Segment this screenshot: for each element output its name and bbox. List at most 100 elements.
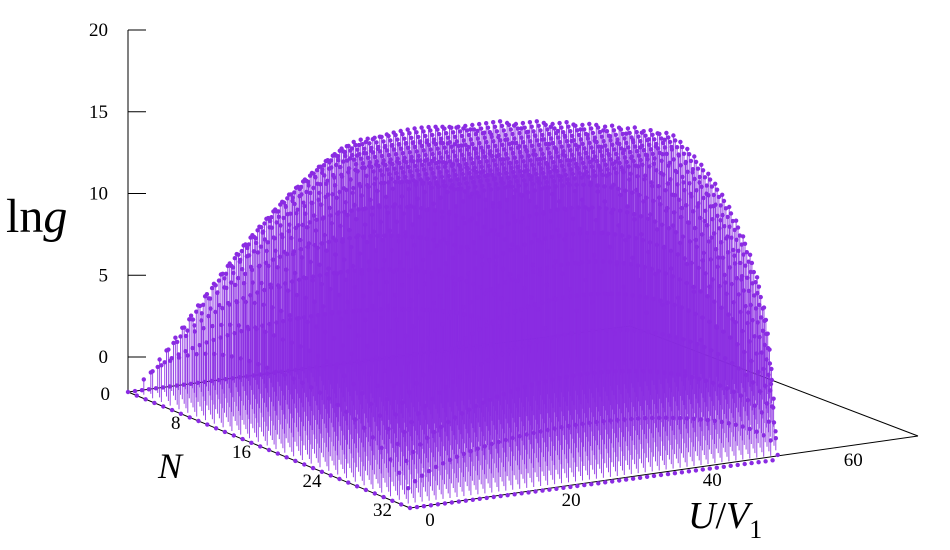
data-point: [415, 289, 421, 295]
data-point: [775, 452, 780, 458]
data-point: [377, 291, 382, 296]
data-point: [535, 307, 541, 312]
data-point: [303, 211, 308, 216]
data-point: [187, 415, 192, 420]
data-point: [426, 228, 431, 233]
data-point: [539, 186, 544, 192]
data-point: [492, 177, 497, 182]
data-point: [393, 292, 398, 298]
data-point: [449, 125, 454, 130]
data-point: [346, 143, 351, 149]
data-point: [693, 237, 698, 243]
data-point: [459, 245, 464, 250]
data-point: [361, 425, 367, 431]
impulse-points: [125, 119, 780, 511]
data-point: [508, 127, 513, 132]
data-point: [374, 159, 380, 164]
data-point: [328, 473, 333, 478]
data-point: [475, 295, 480, 300]
data-point: [328, 213, 333, 218]
data-point: [679, 205, 684, 211]
data-point: [349, 208, 354, 213]
data-point: [391, 269, 396, 274]
data-point: [246, 253, 252, 258]
data-point: [503, 151, 509, 157]
data-point: [749, 460, 754, 466]
data-point: [162, 360, 167, 365]
data-point: [362, 146, 367, 151]
data-point: [558, 178, 563, 183]
data-point: [377, 413, 383, 418]
data-point: [470, 331, 475, 336]
data-point: [533, 133, 538, 138]
data-point: [579, 156, 584, 161]
data-point: [577, 151, 582, 157]
data-point: [260, 323, 265, 328]
data-point: [488, 168, 493, 173]
data-point: [143, 397, 148, 402]
data-point: [472, 165, 478, 170]
data-point: [280, 337, 286, 342]
data-point: [431, 137, 437, 142]
data-point: [598, 269, 604, 275]
data-point: [627, 130, 632, 136]
data-point: [314, 365, 319, 370]
data-point: [399, 502, 404, 507]
data-point: [481, 343, 486, 348]
data-point: [401, 170, 406, 175]
data-point: [298, 344, 303, 349]
data-point: [627, 368, 632, 374]
data-point: [527, 213, 532, 219]
data-point: [465, 147, 470, 152]
data-point: [378, 307, 383, 312]
data-point: [239, 248, 244, 254]
data-point: [640, 238, 646, 243]
data-point: [502, 237, 508, 242]
data-point: [329, 221, 334, 226]
data-point: [248, 264, 254, 270]
data-point: [726, 421, 732, 426]
data-point: [598, 168, 603, 173]
data-point: [183, 333, 189, 339]
data-point: [363, 317, 368, 323]
data-point: [424, 208, 429, 213]
data-point: [473, 131, 479, 137]
data-point: [492, 292, 497, 297]
data-point: [515, 126, 520, 131]
data-point: [417, 315, 423, 321]
data-point: [278, 223, 283, 228]
data-point: [429, 270, 434, 276]
data-point: [364, 240, 370, 245]
data-point: [527, 198, 532, 204]
data-point: [310, 200, 315, 206]
data-point: [174, 383, 179, 388]
data-point: [590, 205, 595, 210]
data-point: [509, 146, 514, 151]
data-point: [540, 151, 545, 157]
data-point: [534, 211, 539, 217]
data-point: [698, 215, 703, 221]
data-point: [640, 143, 645, 148]
data-point: [615, 156, 621, 161]
data-point: [583, 131, 589, 137]
data-point: [400, 283, 405, 288]
data-point: [425, 435, 430, 441]
data-point: [379, 445, 384, 450]
data-point: [700, 168, 706, 173]
data-point: [568, 129, 573, 134]
data-point: [544, 180, 549, 185]
data-point: [604, 327, 609, 333]
data-point: [501, 180, 506, 186]
data-point: [188, 381, 193, 386]
data-point: [637, 192, 642, 198]
data-point: [498, 138, 503, 143]
data-point: [685, 169, 690, 174]
data-point: [313, 228, 319, 233]
data-point: [683, 373, 688, 378]
data-point: [607, 259, 613, 265]
data-point: [216, 377, 221, 383]
data-point: [394, 267, 399, 272]
data-point: [159, 363, 164, 368]
data-point: [255, 250, 261, 255]
